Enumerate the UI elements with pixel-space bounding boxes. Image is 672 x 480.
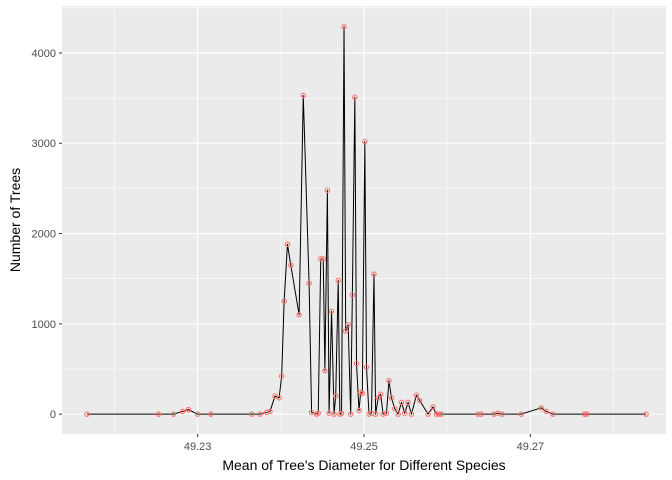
data-point	[328, 308, 335, 314]
data-point	[392, 405, 398, 412]
data-point	[194, 411, 201, 417]
data-point	[185, 406, 192, 413]
y-tick-label: 1000	[32, 319, 56, 331]
data-point	[353, 360, 360, 367]
data-point	[331, 411, 337, 417]
data-point	[84, 411, 90, 417]
data-point	[317, 256, 324, 262]
data-point	[475, 411, 481, 417]
data-point	[300, 92, 307, 99]
data-point	[332, 393, 339, 399]
data-point	[359, 390, 366, 397]
data-point	[499, 411, 505, 417]
data-point	[281, 298, 287, 305]
data-point	[543, 408, 549, 415]
data-point	[395, 411, 401, 417]
data-point	[386, 377, 392, 384]
data-point	[257, 411, 263, 417]
y-tick-label: 4000	[32, 48, 56, 60]
y-tick-label: 3000	[32, 138, 56, 150]
data-point	[284, 241, 291, 248]
data-point	[377, 391, 384, 398]
data-point	[478, 411, 485, 417]
data-point	[581, 411, 588, 417]
data-point	[278, 373, 285, 379]
data-point	[398, 399, 405, 406]
data-point	[363, 364, 370, 370]
data-point	[170, 411, 177, 417]
data-point	[402, 410, 408, 416]
data-point	[416, 397, 423, 404]
data-point	[433, 411, 440, 417]
data-point	[356, 407, 362, 414]
y-axis-ticks: 0 1000 2000 3000 4000	[32, 48, 62, 421]
data-point	[267, 408, 273, 415]
data-point	[352, 94, 358, 100]
y-tick-label: 0	[50, 409, 56, 421]
data-point	[324, 187, 331, 193]
data-point	[371, 271, 377, 277]
data-point	[345, 321, 351, 328]
x-tick-label: 49.27	[517, 441, 545, 453]
data-point	[308, 409, 315, 416]
x-axis-ticks: 49.23 49.25 49.27	[184, 434, 544, 453]
data-point	[538, 405, 544, 411]
data-point	[380, 411, 386, 417]
y-axis-title: Number of Trees	[7, 168, 23, 272]
data-point	[430, 404, 436, 410]
data-point	[155, 411, 162, 417]
data-point	[263, 409, 270, 416]
data-point	[643, 411, 649, 417]
y-tick-label: 2000	[32, 229, 56, 241]
data-point	[306, 280, 312, 286]
data-point	[408, 411, 415, 417]
data-point	[276, 395, 282, 401]
data-point	[362, 138, 368, 145]
data-point	[366, 411, 372, 417]
data-point	[388, 395, 395, 401]
data-point	[338, 410, 345, 416]
data-point	[296, 312, 302, 318]
data-point	[248, 411, 255, 417]
data-point	[518, 411, 524, 417]
data-point	[425, 411, 431, 417]
data-point	[438, 411, 445, 417]
data-point	[383, 410, 390, 416]
data-point	[347, 411, 354, 417]
data-point	[413, 392, 420, 398]
data-point	[550, 411, 556, 417]
data-point	[335, 277, 341, 284]
x-tick-label: 49.23	[184, 441, 212, 453]
data-point	[288, 262, 294, 268]
data-point	[436, 411, 442, 417]
series-point-group	[84, 24, 649, 417]
data-point	[315, 410, 321, 416]
data-point	[584, 411, 590, 417]
x-axis-title: Mean of Tree's Diameter for Different Sp…	[222, 457, 505, 473]
data-point	[320, 256, 326, 262]
data-point	[341, 24, 347, 30]
data-point	[326, 410, 332, 416]
data-point	[375, 395, 381, 401]
data-point	[372, 411, 379, 417]
x-tick-label: 49.25	[350, 441, 378, 453]
data-point	[208, 411, 214, 417]
data-point	[349, 292, 356, 298]
data-point	[405, 399, 411, 406]
data-point	[179, 408, 186, 415]
data-point	[342, 328, 349, 334]
data-point	[322, 368, 328, 374]
